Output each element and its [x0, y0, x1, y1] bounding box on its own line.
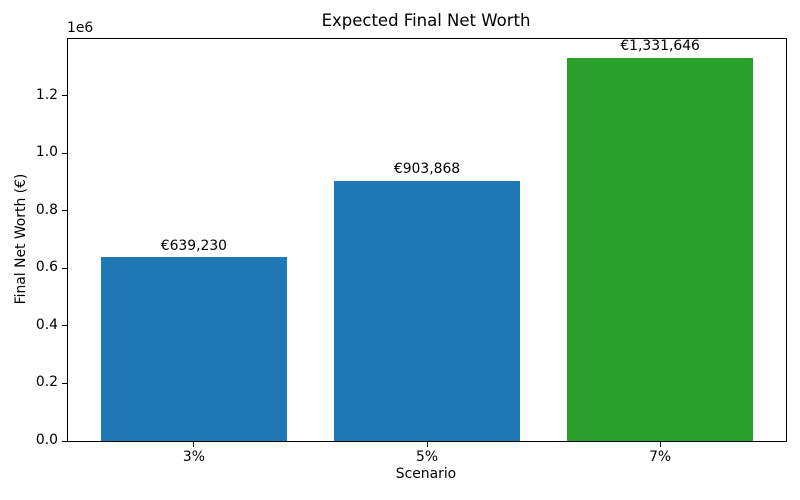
- y-tick-mark: [62, 210, 67, 212]
- x-tick-label: 7%: [649, 449, 672, 465]
- y-tick-mark: [62, 152, 67, 154]
- x-axis-label: Scenario: [395, 466, 457, 482]
- y-axis-offset-label: 1e6: [67, 20, 94, 36]
- y-tick-mark: [62, 325, 67, 327]
- x-tick-mark: [426, 442, 428, 447]
- bar: [333, 181, 521, 441]
- y-tick-label: 0.8: [35, 202, 58, 219]
- y-tick-label: 1.2: [35, 87, 58, 104]
- y-tick-label: 1.0: [35, 144, 58, 161]
- y-axis-label: Final Net Worth (€): [13, 173, 29, 305]
- bar: [566, 58, 754, 441]
- x-tick-mark: [193, 442, 195, 447]
- x-tick-label: 3%: [182, 449, 205, 465]
- bar-value-label: €1,331,646: [620, 38, 700, 55]
- y-tick-label: 0.6: [35, 259, 58, 276]
- y-tick-mark: [62, 267, 67, 269]
- y-tick-label: 0.4: [35, 317, 58, 334]
- x-tick-mark: [659, 442, 661, 447]
- y-tick-label: 0.0: [35, 432, 58, 449]
- x-tick-label: 5%: [415, 449, 439, 465]
- plot-area: 0.0 0.2 0.4 0.6 0.8 1.0 1.2 €639,230 3% €903,868 5…: [36, 38, 787, 464]
- chart-title: Expected Final Net Worth: [321, 11, 531, 30]
- y-tick-mark: [62, 440, 67, 442]
- y-tick-mark: [62, 95, 67, 97]
- y-tick-mark: [62, 382, 67, 384]
- bar: [100, 257, 288, 441]
- bar-value-label: €639,230: [160, 237, 228, 254]
- y-tick-label: 0.2: [35, 374, 58, 391]
- bar-value-label: €903,868: [393, 161, 461, 178]
